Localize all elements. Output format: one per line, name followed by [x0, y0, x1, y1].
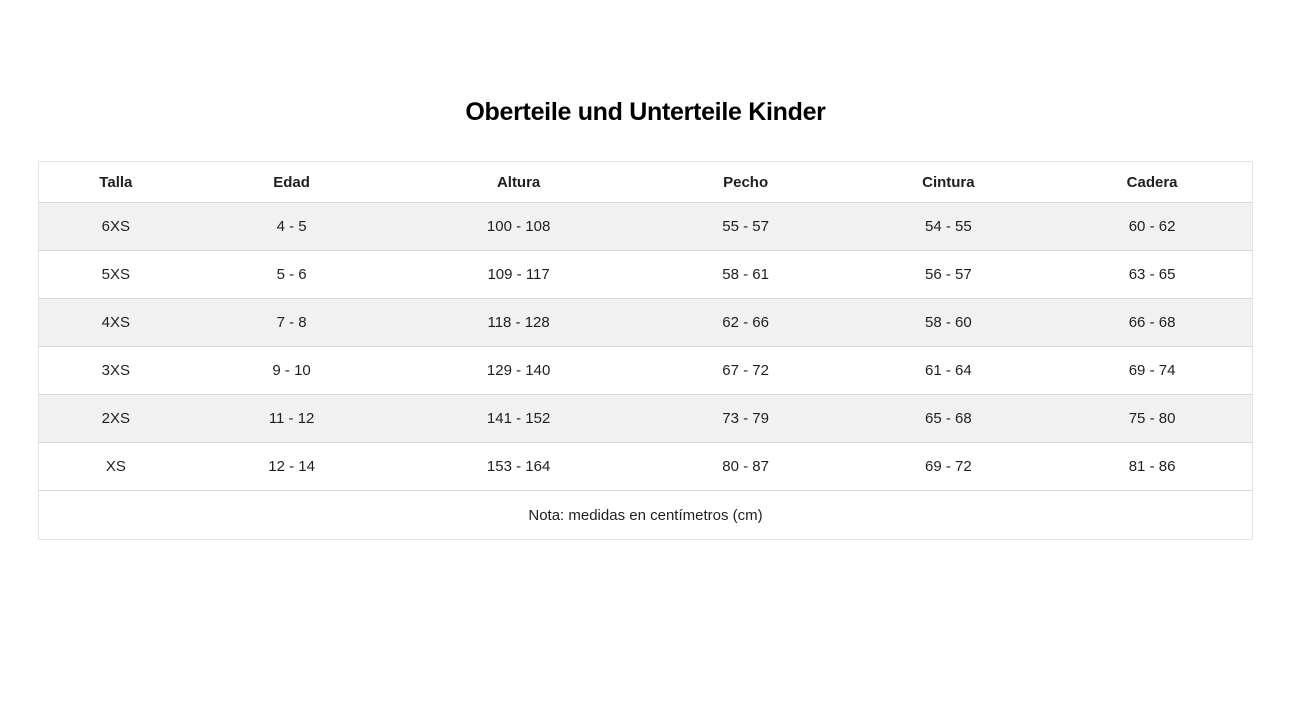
table-cell: 100 - 108: [390, 202, 647, 251]
size-table-header: Talla Edad Altura Pecho Cintura Cadera: [38, 161, 1253, 203]
measurement-note: Nota: medidas en centímetros (cm): [38, 490, 1253, 540]
table-cell: 6XS: [38, 202, 193, 251]
header-row: Talla Edad Altura Pecho Cintura Cadera: [38, 161, 1253, 203]
table-row: XS 12 - 14 153 - 164 80 - 87 69 - 72 81 - 86: [38, 442, 1253, 491]
column-header-pecho: Pecho: [646, 161, 845, 203]
table-cell: 141 - 152: [390, 394, 647, 443]
table-cell: 81 - 86: [1052, 442, 1253, 491]
table-cell: 109 - 117: [390, 250, 647, 299]
table-cell: 129 - 140: [390, 346, 647, 395]
table-cell: 5XS: [38, 250, 193, 299]
table-cell: 12 - 14: [192, 442, 391, 491]
size-table: Talla Edad Altura Pecho Cintura Cadera 6XS 4 -…: [38, 161, 1253, 540]
table-cell: 62 - 66: [646, 298, 845, 347]
size-table-container: Talla Edad Altura Pecho Cintura Cadera 6XS 4 -…: [38, 161, 1253, 540]
table-cell: 58 - 61: [646, 250, 845, 299]
table-cell: 3XS: [38, 346, 193, 395]
table-cell: 69 - 74: [1052, 346, 1253, 395]
table-cell: 4XS: [38, 298, 193, 347]
table-cell: 67 - 72: [646, 346, 845, 395]
table-cell: 11 - 12: [192, 394, 391, 443]
note-row: Nota: medidas en centímetros (cm): [38, 490, 1253, 540]
table-cell: 65 - 68: [844, 394, 1053, 443]
table-row: 4XS 7 - 8 118 - 128 62 - 66 58 - 60 66 - 68: [38, 298, 1253, 347]
table-cell: 2XS: [38, 394, 193, 443]
table-row: 2XS 11 - 12 141 - 152 73 - 79 65 - 68 75 - 80: [38, 394, 1253, 443]
column-header-cadera: Cadera: [1052, 161, 1253, 203]
table-cell: 54 - 55: [844, 202, 1053, 251]
table-cell: 75 - 80: [1052, 394, 1253, 443]
table-cell: 118 - 128: [390, 298, 647, 347]
table-cell: 4 - 5: [192, 202, 391, 251]
table-cell: 56 - 57: [844, 250, 1053, 299]
table-cell: 55 - 57: [646, 202, 845, 251]
table-cell: 63 - 65: [1052, 250, 1253, 299]
column-header-edad: Edad: [192, 161, 391, 203]
table-row: 3XS 9 - 10 129 - 140 67 - 72 61 - 64 69 - 74: [38, 346, 1253, 395]
column-header-cintura: Cintura: [844, 161, 1053, 203]
table-cell: 9 - 10: [192, 346, 391, 395]
table-cell: 66 - 68: [1052, 298, 1253, 347]
size-table-body: 6XS 4 - 5 100 - 108 55 - 57 54 - 55 60 - 62 5X…: [38, 202, 1253, 491]
size-table-footer: Nota: medidas en centímetros (cm): [38, 490, 1253, 540]
column-header-altura: Altura: [390, 161, 647, 203]
table-cell: 58 - 60: [844, 298, 1053, 347]
table-cell: 60 - 62: [1052, 202, 1253, 251]
table-cell: 80 - 87: [646, 442, 845, 491]
table-cell: 5 - 6: [192, 250, 391, 299]
table-row: 6XS 4 - 5 100 - 108 55 - 57 54 - 55 60 - 62: [38, 202, 1253, 251]
table-cell: 73 - 79: [646, 394, 845, 443]
table-cell: 61 - 64: [844, 346, 1053, 395]
table-row: 5XS 5 - 6 109 - 117 58 - 61 56 - 57 63 - 65: [38, 250, 1253, 299]
table-cell: 7 - 8: [192, 298, 391, 347]
column-header-talla: Talla: [38, 161, 193, 203]
page-title: Oberteile und Unterteile Kinder: [465, 98, 826, 126]
table-cell: 69 - 72: [844, 442, 1053, 491]
table-cell: XS: [38, 442, 193, 491]
table-cell: 153 - 164: [390, 442, 647, 491]
